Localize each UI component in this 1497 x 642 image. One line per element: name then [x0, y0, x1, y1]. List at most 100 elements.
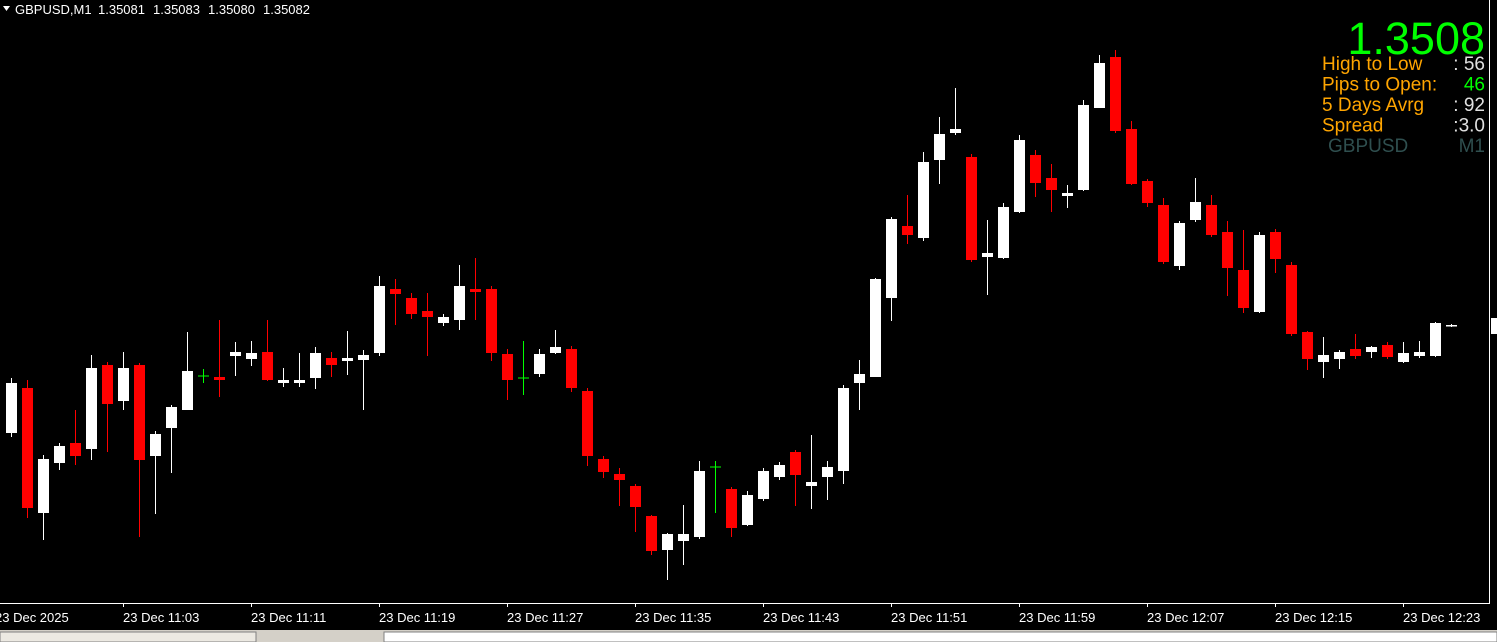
x-tick-label: 23 Dec 12:07 — [1147, 610, 1224, 625]
x-tick-label: 23 Dec 11:27 — [507, 610, 583, 625]
candle-body — [1206, 205, 1217, 235]
candle-body — [1142, 181, 1153, 203]
candle-body — [214, 377, 225, 380]
candle-body — [1030, 155, 1041, 183]
candle-body — [582, 391, 593, 456]
candle-body — [422, 311, 433, 317]
x-tick-label: 23 Dec 12:15 — [1275, 610, 1352, 625]
candle-body — [902, 226, 913, 235]
candle-body — [678, 534, 689, 541]
candle-body — [294, 380, 305, 383]
candle-body — [342, 358, 353, 361]
info-value: :3.0 — [1453, 116, 1485, 137]
candle-body — [102, 365, 113, 404]
candle-body — [694, 471, 705, 537]
candle-body — [262, 352, 273, 380]
candle-body — [182, 371, 193, 410]
candle-body — [726, 489, 737, 528]
candle-body — [486, 289, 497, 353]
candle-body — [662, 534, 673, 550]
candle-body — [550, 347, 561, 353]
candle-body — [1254, 235, 1265, 312]
tab-bar — [0, 630, 1497, 642]
candle-body — [1414, 352, 1425, 356]
candle-body — [150, 434, 161, 456]
candle-body — [982, 253, 993, 257]
candle-body — [86, 368, 97, 449]
info-label: Pips to Open: — [1322, 75, 1437, 96]
candle-body — [134, 365, 145, 460]
big-price: 1.3508 — [1347, 13, 1485, 64]
tab[interactable] — [0, 631, 257, 642]
candle-body — [630, 486, 641, 507]
info-value: M1 — [1459, 136, 1485, 157]
candle-body — [614, 474, 625, 480]
candle-body — [566, 349, 577, 388]
candle-body — [454, 286, 465, 320]
info-label: Spread — [1322, 116, 1383, 137]
candle-body — [1046, 178, 1057, 190]
candle-body — [70, 443, 81, 456]
candle-body — [1190, 202, 1201, 220]
candle-body — [1078, 105, 1089, 190]
candle-body — [646, 516, 657, 551]
candle-body — [966, 157, 977, 260]
plot: 23 Dec 2025 23 Dec 11:03 23 Dec 11:11 23 De… — [0, 50, 1480, 625]
candle-body — [790, 452, 801, 475]
candle-body — [998, 207, 1009, 258]
symbol-label: GBPUSD,M1 — [15, 2, 92, 17]
candle-body — [374, 286, 385, 353]
candle-body — [854, 374, 865, 383]
candle-body — [1094, 63, 1105, 108]
candle-body — [598, 459, 609, 472]
candle-body — [838, 388, 849, 471]
candle-body — [38, 459, 49, 513]
candle-body — [1350, 349, 1361, 356]
candle-body — [438, 317, 449, 323]
candle-body — [358, 355, 369, 360]
candle-body — [326, 358, 337, 365]
candle-body — [230, 352, 241, 356]
header-price: 1.35081 — [98, 2, 145, 17]
info-panel: 1.3508 High to Low: 56 Pips to Open: 46 5 D… — [1322, 13, 1485, 157]
x-tick-label: 23 Dec 11:35 — [635, 610, 711, 625]
candle-body — [886, 219, 897, 298]
candle-body — [1318, 355, 1329, 362]
candle-body — [278, 380, 289, 383]
candle-body — [742, 495, 753, 525]
candle-body — [822, 467, 833, 477]
candle-body — [502, 354, 513, 380]
candle-body — [1222, 232, 1233, 268]
x-tick-label: 23 Dec 11:59 — [1019, 610, 1095, 625]
header-price: 1.35080 — [208, 2, 255, 17]
candle-body — [1238, 270, 1249, 308]
candle-body — [1126, 129, 1137, 184]
x-tick-label: 23 Dec 11:51 — [891, 610, 967, 625]
info-value: : 92 — [1453, 95, 1485, 116]
candle-body — [390, 289, 401, 294]
candle-body — [1014, 140, 1025, 212]
tab[interactable] — [383, 631, 1497, 642]
header-price: 1.35082 — [263, 2, 310, 17]
x-tick-label: 23 Dec 2025 — [0, 610, 69, 625]
candle-body — [1286, 265, 1297, 334]
info-label: 5 Days Avrg — [1322, 95, 1424, 116]
info-label: High to Low — [1322, 54, 1423, 75]
candle-body — [534, 354, 545, 374]
candle-body — [1158, 205, 1169, 262]
x-tick-label: 23 Dec 11:03 — [123, 610, 199, 625]
candle-body — [406, 298, 417, 314]
candle-body — [54, 446, 65, 463]
candle-body — [1446, 325, 1457, 327]
candle-body — [166, 407, 177, 428]
candle-body — [22, 388, 33, 508]
x-tick-label: 23 Dec 11:43 — [763, 610, 839, 625]
candle-body — [918, 162, 929, 238]
menu-arrow[interactable] — [3, 6, 10, 11]
x-tick-label: 23 Dec 11:19 — [379, 610, 455, 625]
candle-body — [806, 482, 817, 486]
info-value: : 56 — [1453, 54, 1485, 75]
candle-body — [6, 383, 17, 433]
header-price: 1.35083 — [153, 2, 200, 17]
